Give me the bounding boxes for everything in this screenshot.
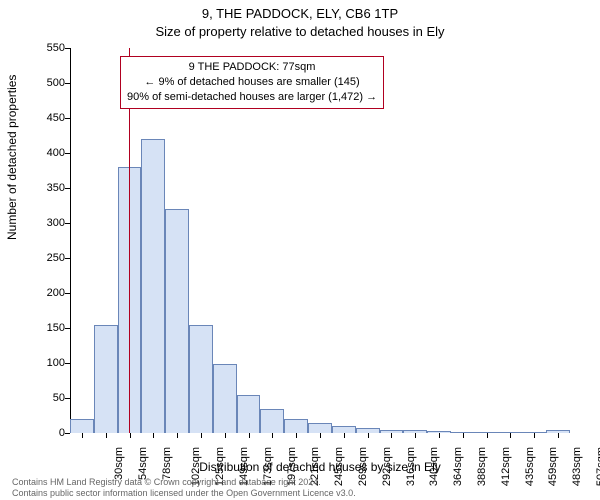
y-tick-label: 100: [35, 357, 65, 369]
histogram-bar: [308, 423, 332, 434]
histogram-chart: 9, THE PADDOCK, ELY, CB6 1TP Size of pro…: [0, 0, 600, 500]
x-tick-mark: [487, 433, 488, 438]
annotation-line: 9 THE PADDOCK: 77sqm: [127, 60, 377, 75]
y-tick-mark: [65, 48, 70, 49]
x-tick-label: 507sqm: [595, 447, 600, 486]
y-tick-label: 350: [35, 182, 65, 194]
footer-line-1: Contains HM Land Registry data © Crown c…: [12, 477, 356, 487]
y-tick-mark: [65, 363, 70, 364]
histogram-bar: [332, 426, 356, 433]
y-axis-line: [70, 48, 71, 433]
y-tick-label: 450: [35, 112, 65, 124]
x-tick-mark: [320, 433, 321, 438]
y-tick-mark: [65, 153, 70, 154]
x-tick-mark: [558, 433, 559, 438]
y-tick-mark: [65, 398, 70, 399]
x-tick-mark: [391, 433, 392, 438]
x-tick-mark: [225, 433, 226, 438]
x-tick-mark: [534, 433, 535, 438]
y-tick-label: 550: [35, 42, 65, 54]
x-tick-mark: [153, 433, 154, 438]
x-tick-mark: [368, 433, 369, 438]
x-tick-mark: [177, 433, 178, 438]
histogram-bar: [165, 209, 189, 433]
histogram-bar: [94, 325, 118, 434]
x-tick-mark: [130, 433, 131, 438]
histogram-bar: [189, 325, 213, 434]
y-tick-mark: [65, 223, 70, 224]
y-axis-label: Number of detached properties: [5, 75, 19, 240]
x-tick-label: 483sqm: [571, 447, 583, 486]
histogram-bar: [70, 419, 94, 433]
y-tick-mark: [65, 328, 70, 329]
annotation-box: 9 THE PADDOCK: 77sqm← 9% of detached hou…: [120, 56, 384, 109]
y-tick-mark: [65, 188, 70, 189]
x-tick-mark: [463, 433, 464, 438]
x-tick-mark: [106, 433, 107, 438]
y-tick-mark: [65, 118, 70, 119]
y-tick-label: 0: [35, 427, 65, 439]
y-tick-mark: [65, 293, 70, 294]
y-tick-label: 200: [35, 287, 65, 299]
annotation-line: 90% of semi-detached houses are larger (…: [127, 90, 377, 105]
histogram-bar: [141, 139, 165, 433]
y-tick-label: 250: [35, 252, 65, 264]
y-tick-label: 300: [35, 217, 65, 229]
x-axis-label: Distribution of detached houses by size …: [70, 460, 570, 474]
x-tick-mark: [201, 433, 202, 438]
footer-attribution: Contains HM Land Registry data © Crown c…: [12, 477, 356, 498]
x-tick-mark: [249, 433, 250, 438]
y-tick-label: 50: [35, 392, 65, 404]
y-tick-label: 150: [35, 322, 65, 334]
x-tick-mark: [439, 433, 440, 438]
plot-area: 05010015020025030035040045050055030sqm54…: [70, 48, 570, 433]
chart-title-sub: Size of property relative to detached ho…: [0, 24, 600, 39]
y-tick-label: 500: [35, 77, 65, 89]
y-tick-label: 400: [35, 147, 65, 159]
histogram-bar: [237, 395, 261, 434]
histogram-bar: [260, 409, 284, 434]
x-tick-mark: [82, 433, 83, 438]
y-tick-mark: [65, 433, 70, 434]
x-tick-mark: [344, 433, 345, 438]
histogram-bar: [213, 364, 237, 433]
annotation-line: ← 9% of detached houses are smaller (145…: [127, 75, 377, 90]
x-tick-mark: [510, 433, 511, 438]
x-tick-mark: [296, 433, 297, 438]
y-tick-mark: [65, 83, 70, 84]
chart-title-address: 9, THE PADDOCK, ELY, CB6 1TP: [0, 6, 600, 21]
histogram-bar: [284, 419, 308, 433]
x-tick-mark: [415, 433, 416, 438]
footer-line-2: Contains public sector information licen…: [12, 488, 356, 498]
x-tick-mark: [272, 433, 273, 438]
y-tick-mark: [65, 258, 70, 259]
